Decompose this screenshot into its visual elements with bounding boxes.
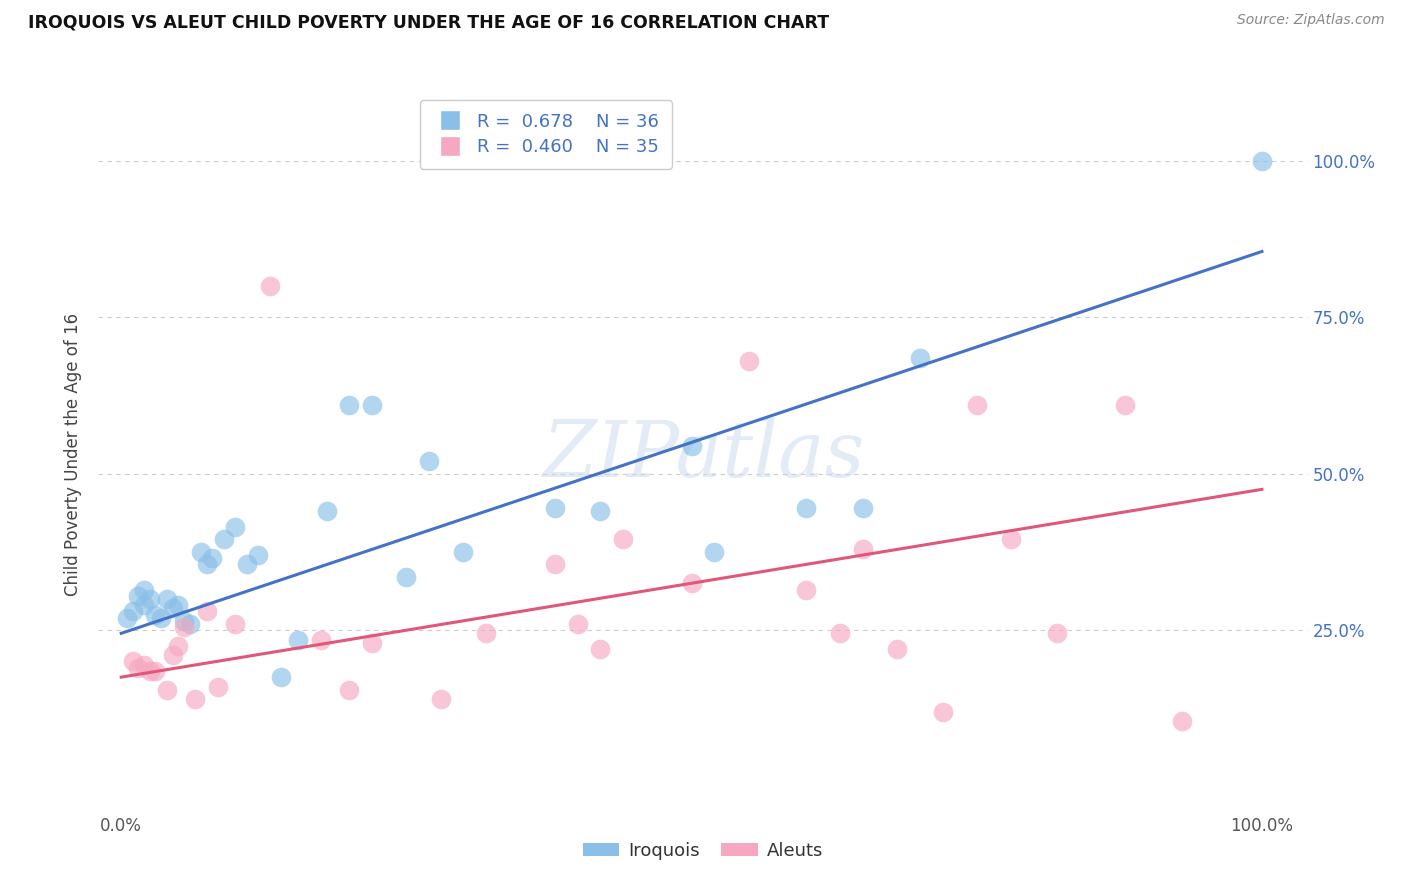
Point: [184, 692, 207, 706]
Point: [173, 614, 195, 628]
Point: [337, 682, 360, 697]
Point: [121, 655, 143, 669]
Point: [132, 657, 155, 672]
Point: [966, 398, 988, 412]
Point: [247, 548, 270, 562]
Point: [195, 604, 218, 618]
Point: [162, 648, 184, 663]
Point: [1251, 153, 1274, 168]
Point: [589, 504, 612, 518]
Point: [395, 570, 418, 584]
Point: [127, 589, 149, 603]
Point: [886, 642, 908, 657]
Point: [190, 545, 212, 559]
Point: [145, 664, 167, 678]
Point: [309, 632, 332, 647]
Point: [567, 616, 589, 631]
Point: [115, 610, 138, 624]
Point: [287, 632, 309, 647]
Point: [852, 501, 875, 516]
Point: [224, 616, 246, 631]
Point: [681, 576, 703, 591]
Point: [1171, 714, 1194, 728]
Point: [361, 636, 384, 650]
Point: [315, 504, 337, 518]
Point: [156, 591, 179, 606]
Point: [931, 705, 953, 719]
Point: [132, 582, 155, 597]
Y-axis label: Child Poverty Under the Age of 16: Child Poverty Under the Age of 16: [65, 313, 83, 597]
Point: [162, 601, 184, 615]
Point: [544, 558, 567, 572]
Point: [121, 604, 143, 618]
Point: [224, 520, 246, 534]
Legend: Iroquois, Aleuts: Iroquois, Aleuts: [576, 835, 830, 867]
Point: [127, 661, 149, 675]
Point: [1000, 533, 1022, 547]
Point: [475, 626, 498, 640]
Point: [173, 620, 195, 634]
Point: [453, 545, 475, 559]
Point: [235, 558, 257, 572]
Point: [828, 626, 851, 640]
Point: [589, 642, 612, 657]
Point: [270, 670, 292, 684]
Point: [132, 598, 155, 612]
Text: ZIPatlas: ZIPatlas: [541, 417, 865, 493]
Point: [1114, 398, 1136, 412]
Point: [737, 354, 759, 368]
Point: [207, 680, 229, 694]
Point: [212, 533, 235, 547]
Point: [612, 533, 634, 547]
Point: [794, 501, 817, 516]
Point: [195, 558, 218, 572]
Point: [167, 598, 190, 612]
Point: [201, 551, 224, 566]
Text: IROQUOIS VS ALEUT CHILD POVERTY UNDER THE AGE OF 16 CORRELATION CHART: IROQUOIS VS ALEUT CHILD POVERTY UNDER TH…: [28, 13, 830, 31]
Point: [794, 582, 817, 597]
Point: [150, 610, 173, 624]
Point: [703, 545, 725, 559]
Point: [259, 279, 281, 293]
Point: [156, 682, 179, 697]
Point: [429, 692, 451, 706]
Point: [139, 664, 162, 678]
Point: [167, 639, 190, 653]
Point: [852, 541, 875, 556]
Point: [1046, 626, 1069, 640]
Text: Source: ZipAtlas.com: Source: ZipAtlas.com: [1237, 13, 1385, 28]
Point: [337, 398, 360, 412]
Point: [908, 351, 931, 365]
Point: [361, 398, 384, 412]
Point: [544, 501, 567, 516]
Point: [139, 591, 162, 606]
Point: [681, 438, 703, 452]
Point: [179, 616, 201, 631]
Point: [145, 607, 167, 622]
Point: [418, 454, 440, 468]
